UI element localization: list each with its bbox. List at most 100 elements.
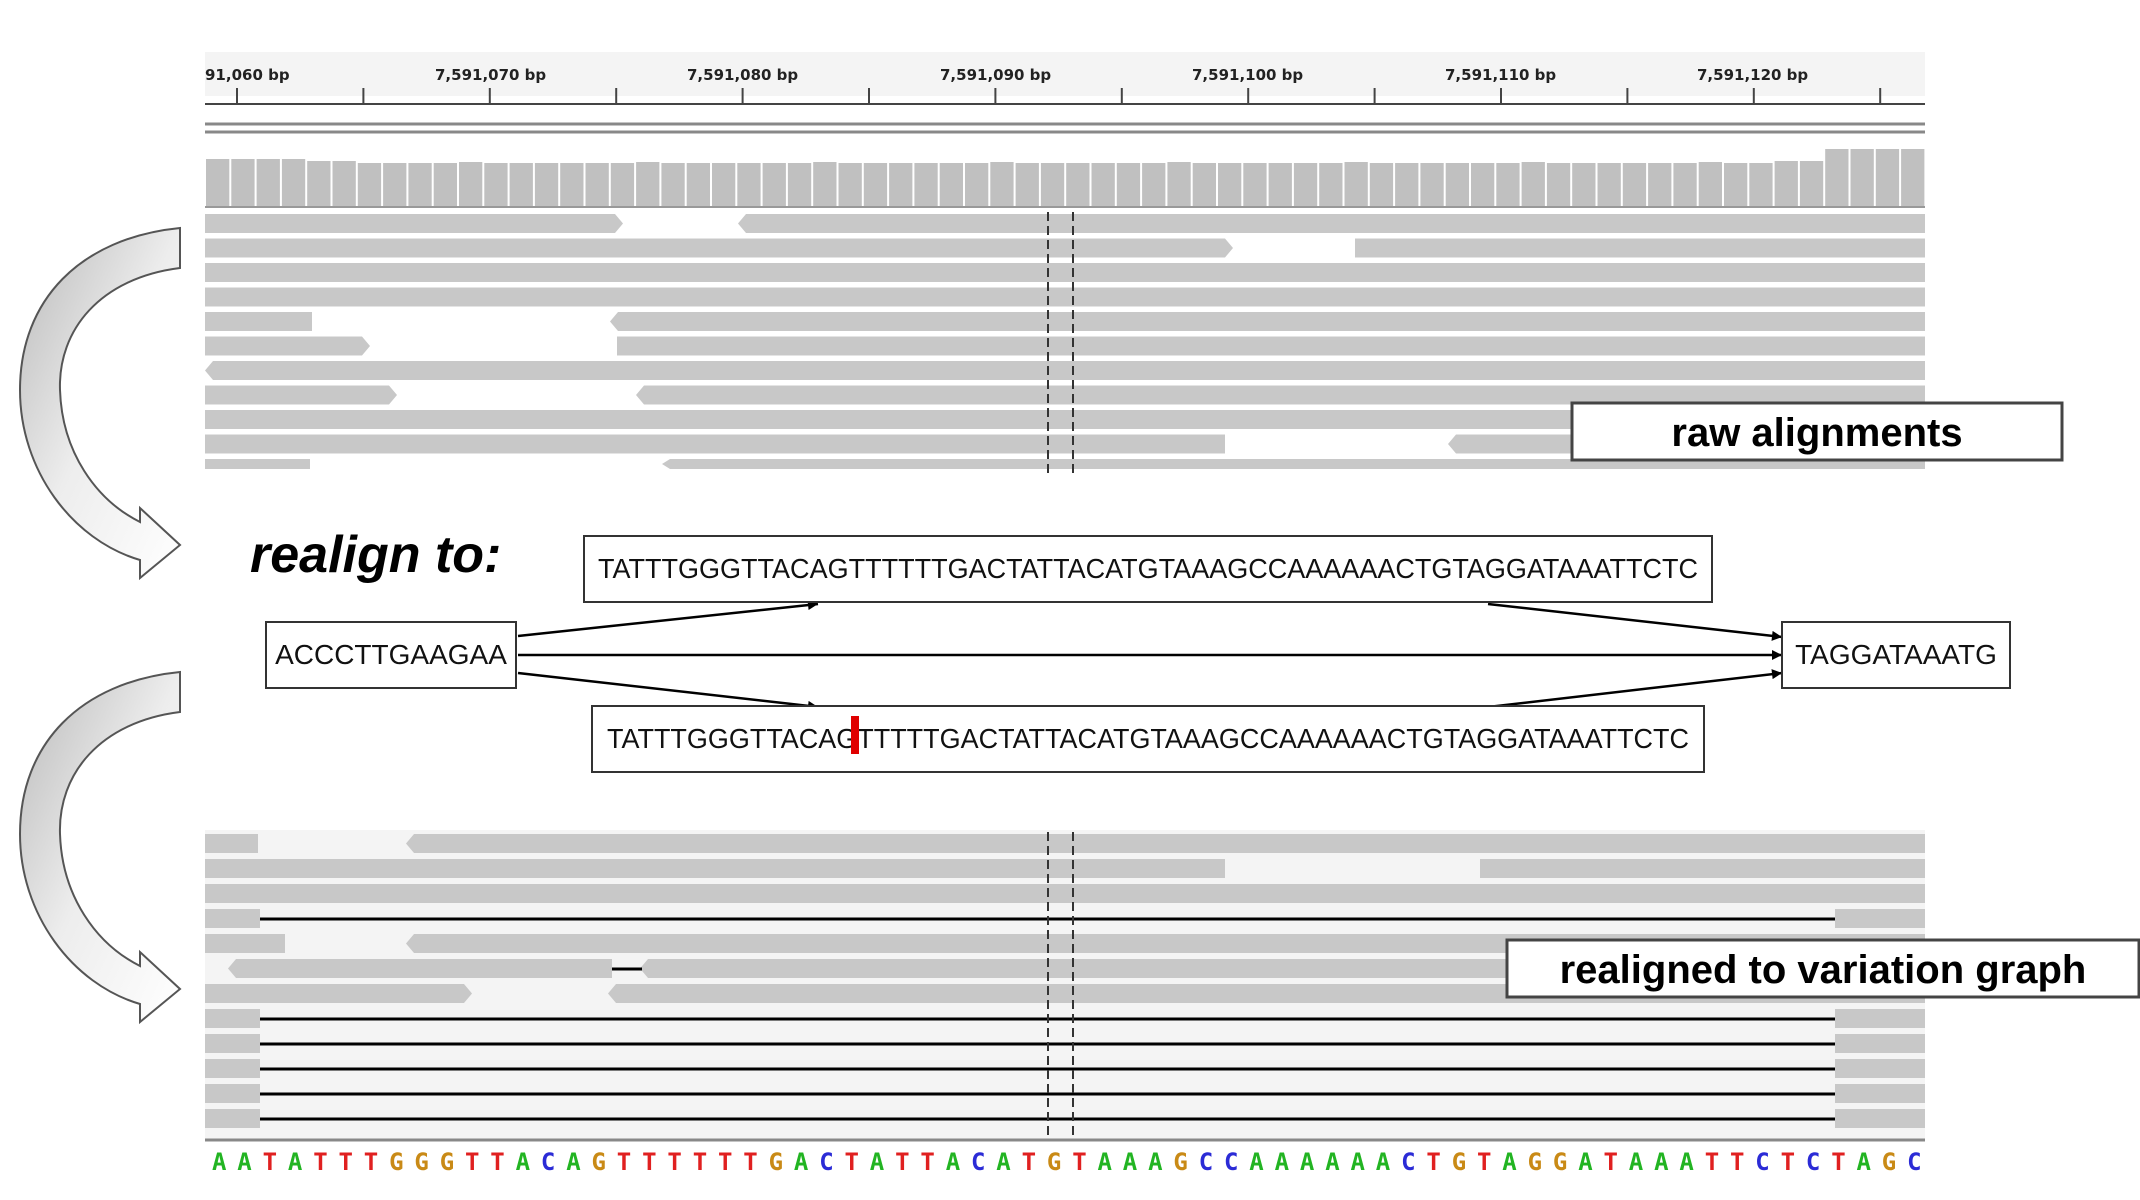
graph-edge bbox=[517, 671, 819, 711]
reference-base: A bbox=[1325, 1148, 1340, 1176]
coverage-bar bbox=[965, 163, 989, 207]
coverage-bar bbox=[332, 161, 356, 207]
reference-base: T bbox=[895, 1148, 909, 1176]
reference-base: C bbox=[541, 1148, 555, 1176]
aligned-read bbox=[1835, 909, 1925, 928]
reference-base: T bbox=[313, 1148, 327, 1176]
coverage-bar bbox=[939, 163, 963, 207]
reference-base: A bbox=[1578, 1148, 1593, 1176]
aligned-read bbox=[205, 312, 312, 331]
coverage-bar bbox=[737, 163, 761, 207]
transition-arrow-bottom bbox=[18, 670, 182, 1025]
coverage-bar bbox=[863, 163, 888, 207]
coverage-bar bbox=[838, 163, 862, 207]
coverage-bar bbox=[1243, 163, 1267, 207]
aligned-read bbox=[205, 361, 1925, 380]
reference-base: T bbox=[1604, 1148, 1618, 1176]
coverage-bar bbox=[1319, 163, 1343, 207]
aligned-read bbox=[610, 312, 1925, 331]
reference-base: C bbox=[1401, 1148, 1415, 1176]
aligned-read bbox=[406, 834, 1925, 853]
coverage-bar bbox=[281, 159, 306, 207]
coverage-bar bbox=[459, 162, 483, 207]
ruler-tick-label: 7,591,070 bp bbox=[435, 66, 546, 84]
reference-base: T bbox=[1022, 1148, 1036, 1176]
reference-base: A bbox=[566, 1148, 581, 1176]
aligned-read bbox=[205, 410, 1925, 429]
reference-base: C bbox=[1224, 1148, 1238, 1176]
coverage-bar bbox=[206, 159, 230, 207]
node-sequence: TATTTGGGTTACAGTTTTTGACTATTACATGTAAAGCCAA… bbox=[607, 723, 1689, 754]
reference-base: T bbox=[642, 1148, 656, 1176]
reference-base: G bbox=[1047, 1148, 1061, 1176]
reference-base: C bbox=[971, 1148, 985, 1176]
aligned-read bbox=[205, 336, 370, 356]
aligned-read bbox=[205, 1084, 260, 1103]
aligned-read bbox=[205, 238, 1233, 258]
coverage-bar bbox=[1850, 149, 1874, 207]
coverage-bar bbox=[1648, 163, 1672, 207]
coverage-bar bbox=[1066, 163, 1090, 207]
reference-base: A bbox=[1502, 1148, 1517, 1176]
coverage-bar bbox=[762, 163, 786, 207]
reference-base: T bbox=[263, 1148, 277, 1176]
reference-base: A bbox=[516, 1148, 531, 1176]
coverage-bar bbox=[1799, 161, 1824, 207]
node-sequence: TAGGATAAATG bbox=[1795, 639, 1997, 670]
aligned-read bbox=[205, 984, 472, 1003]
coverage-bar bbox=[1369, 163, 1394, 207]
coverage-bar bbox=[813, 162, 837, 207]
raw-read-stack bbox=[205, 214, 1925, 469]
coverage-bar bbox=[1875, 149, 1900, 207]
coverage-bar bbox=[307, 161, 331, 207]
aligned-read bbox=[205, 1034, 260, 1053]
ruler-tick-label: 7,591,100 bp bbox=[1192, 66, 1303, 84]
reference-base: A bbox=[288, 1148, 303, 1176]
coverage-bar bbox=[231, 159, 255, 207]
reference-base: T bbox=[1781, 1148, 1795, 1176]
reference-base: T bbox=[743, 1148, 757, 1176]
coverage-bar bbox=[1749, 163, 1773, 207]
reference-base: G bbox=[1452, 1148, 1466, 1176]
coverage-bar bbox=[610, 163, 635, 207]
ruler-tick-label: 7,591,090 bp bbox=[940, 66, 1051, 84]
aligned-read bbox=[205, 934, 285, 953]
coverage-bar bbox=[1724, 163, 1748, 207]
reference-base: A bbox=[1679, 1148, 1694, 1176]
coverage-bar bbox=[914, 163, 938, 207]
coverage-bar bbox=[1774, 161, 1798, 207]
coverage-bar bbox=[1293, 163, 1318, 207]
reference-base: T bbox=[718, 1148, 732, 1176]
aligned-read bbox=[205, 859, 1225, 878]
aligned-read bbox=[1835, 1034, 1925, 1053]
ruler-tick-label: 91,060 bp bbox=[205, 66, 290, 84]
coverage-bar bbox=[1901, 149, 1925, 207]
coverage-bar bbox=[712, 163, 736, 207]
coverage-bar bbox=[787, 163, 812, 207]
coverage-bar bbox=[357, 163, 382, 207]
reference-base: A bbox=[1249, 1148, 1264, 1176]
aligned-read bbox=[228, 959, 612, 978]
ruler-background bbox=[205, 52, 1925, 96]
coverage-bar bbox=[1040, 163, 1065, 207]
aligned-read bbox=[205, 884, 1925, 903]
coverage-bar bbox=[1167, 162, 1191, 207]
reference-base: T bbox=[465, 1148, 479, 1176]
aligned-read bbox=[1448, 434, 1580, 454]
reference-base: A bbox=[1148, 1148, 1163, 1176]
coverage-bar bbox=[1091, 163, 1115, 207]
graph-edge bbox=[517, 600, 819, 638]
coverage-bar bbox=[1268, 163, 1292, 207]
reference-base: A bbox=[212, 1148, 227, 1176]
aligned-read bbox=[1355, 238, 1925, 258]
reference-base: T bbox=[490, 1148, 504, 1176]
reference-base: A bbox=[870, 1148, 885, 1176]
graph-edge bbox=[1487, 602, 1783, 641]
graph-node-right: TAGGATAAATG bbox=[1781, 621, 2011, 689]
reference-base: T bbox=[364, 1148, 378, 1176]
reference-base: G bbox=[1553, 1148, 1567, 1176]
coverage-bar bbox=[889, 163, 913, 207]
graph-node-left: ACCCTTGAAGAA bbox=[265, 621, 517, 689]
